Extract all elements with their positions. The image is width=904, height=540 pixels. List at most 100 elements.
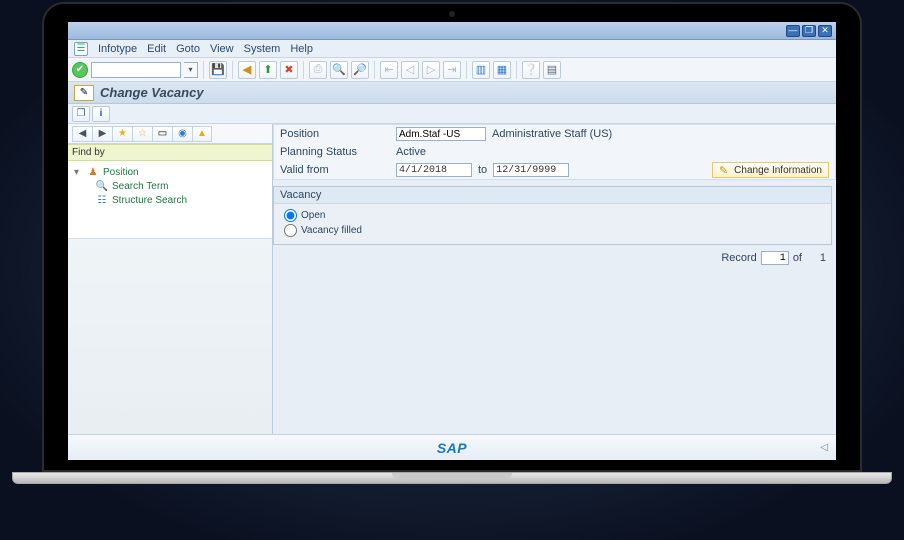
laptop-bezel: — ❐ ✕ ☰ Infotype Edit Goto View System H… <box>42 2 862 472</box>
nav-prev-icon[interactable]: ◀ <box>72 126 92 142</box>
status-handle-icon[interactable]: ◁ <box>820 442 828 453</box>
laptop-base <box>12 472 892 484</box>
enter-icon[interactable]: ✔ <box>72 62 88 78</box>
command-field[interactable] <box>91 62 181 78</box>
change-info-label: Change Information <box>734 165 822 176</box>
help-icon[interactable]: ❔ <box>522 61 540 79</box>
vacancy-title: Vacancy <box>274 187 831 204</box>
first-page-icon[interactable]: ⇤ <box>380 61 398 79</box>
tree-search-term[interactable]: 🔍 Search Term <box>74 179 268 193</box>
radio-filled[interactable]: Vacancy filled <box>284 223 821 238</box>
tree-structure-search[interactable]: ☷ Structure Search <box>74 193 268 207</box>
save-icon[interactable]: 💾 <box>209 61 227 79</box>
favorite-add-icon[interactable]: ☆ <box>132 126 152 142</box>
separator <box>374 61 375 79</box>
menu-view[interactable]: View <box>210 43 234 55</box>
record-current-input[interactable] <box>761 251 789 265</box>
app-window: — ❐ ✕ ☰ Infotype Edit Goto View System H… <box>68 22 836 460</box>
label-valid-from: Valid from <box>280 164 390 176</box>
record-of-label: of <box>793 252 802 264</box>
label-to: to <box>478 164 487 176</box>
status-bar: SAP ◁ <box>68 434 836 460</box>
camera-dot <box>449 11 455 17</box>
page-title-bar: ✎ Change Vacancy <box>68 82 836 104</box>
separator <box>466 61 467 79</box>
collapse-icon[interactable]: ▾ <box>74 167 83 178</box>
menu-edit[interactable]: Edit <box>147 43 166 55</box>
application-toolbar: ❐ i <box>68 104 836 124</box>
new-session-icon[interactable]: ▥ <box>472 61 490 79</box>
row-position: Position Administrative Staff (US) <box>274 125 835 143</box>
menu-list-icon[interactable]: ☰ <box>74 42 88 56</box>
structure-search-icon: ☷ <box>96 194 108 206</box>
find-by-header: Find by <box>68 144 272 161</box>
menu-infotype[interactable]: Infotype <box>98 43 137 55</box>
label-position: Position <box>280 128 390 140</box>
close-button[interactable]: ✕ <box>818 25 832 37</box>
back-icon[interactable]: ◀ <box>238 61 256 79</box>
search-term-icon: 🔍 <box>96 180 108 192</box>
input-position[interactable] <box>396 127 486 141</box>
work-area: ◀ ▶ ★ ☆ ▭ ◉ ▲ Find by ▾ ♟ Position <box>68 124 836 434</box>
change-info-icon: ✎ <box>719 164 728 177</box>
radio-filled-label: Vacancy filled <box>301 225 362 236</box>
tree-root-label: Position <box>103 167 139 178</box>
command-dropdown-icon[interactable]: ▾ <box>184 62 198 78</box>
separator <box>303 61 304 79</box>
print-icon[interactable]: ⎙ <box>309 61 327 79</box>
radio-filled-input[interactable] <box>284 224 297 237</box>
menu-system[interactable]: System <box>244 43 281 55</box>
tree-child-label: Structure Search <box>112 195 187 206</box>
sap-logo: SAP <box>437 440 467 456</box>
header-form: Position Administrative Staff (US) Plann… <box>273 124 836 180</box>
separator <box>203 61 204 79</box>
row-valid: Valid from to ✎ Change Information <box>274 161 835 179</box>
title-bar: — ❐ ✕ <box>68 22 836 40</box>
menu-goto[interactable]: Goto <box>176 43 200 55</box>
next-page-icon[interactable]: ▷ <box>422 61 440 79</box>
find-icon[interactable]: 🔍 <box>330 61 348 79</box>
cancel-icon[interactable]: ✖ <box>280 61 298 79</box>
shortcut-icon[interactable]: ▦ <box>493 61 511 79</box>
vacancy-body: Open Vacancy filled <box>274 204 831 244</box>
exit-icon[interactable]: ⬆ <box>259 61 277 79</box>
page-title: Change Vacancy <box>100 85 204 100</box>
record-total: 1 <box>806 252 826 264</box>
vacancy-groupbox: Vacancy Open Vacancy filled <box>273 186 832 245</box>
last-page-icon[interactable]: ⇥ <box>443 61 461 79</box>
minimize-button[interactable]: — <box>786 25 800 37</box>
label-planning-status: Planning Status <box>280 146 390 158</box>
left-empty-area <box>68 239 272 434</box>
folder-icon[interactable]: ▭ <box>152 126 172 142</box>
position-icon: ♟ <box>87 166 99 178</box>
prev-page-icon[interactable]: ◁ <box>401 61 419 79</box>
copy-icon[interactable]: ❐ <box>72 106 90 122</box>
favorite-icon[interactable]: ★ <box>112 126 132 142</box>
radio-open[interactable]: Open <box>284 208 821 223</box>
layout-icon[interactable]: ▤ <box>543 61 561 79</box>
separator <box>232 61 233 79</box>
input-valid-from[interactable] <box>396 163 472 177</box>
content-panel: Position Administrative Staff (US) Plann… <box>273 124 836 434</box>
record-label: Record <box>721 252 756 264</box>
row-planning-status: Planning Status Active <box>274 143 835 161</box>
menu-help[interactable]: Help <box>290 43 313 55</box>
nav-toolbar: ◀ ▶ ★ ☆ ▭ ◉ ▲ <box>68 124 272 144</box>
position-description: Administrative Staff (US) <box>492 128 612 140</box>
nav-next-icon[interactable]: ▶ <box>92 126 112 142</box>
tree-icon[interactable]: ◉ <box>172 126 192 142</box>
menu-bar: ☰ Infotype Edit Goto View System Help <box>68 40 836 58</box>
tree-root-position[interactable]: ▾ ♟ Position <box>74 165 268 179</box>
radio-open-input[interactable] <box>284 209 297 222</box>
object-tree: ▾ ♟ Position 🔍 Search Term ☷ Structure S… <box>68 161 272 239</box>
input-valid-to[interactable] <box>493 163 569 177</box>
find-next-icon[interactable]: 🔎 <box>351 61 369 79</box>
standard-toolbar: ✔ ▾ 💾 ◀ ⬆ ✖ ⎙ 🔍 🔎 ⇤ ◁ ▷ ⇥ ▥ ▦ <box>68 58 836 82</box>
change-information-button[interactable]: ✎ Change Information <box>712 162 829 178</box>
value-planning-status: Active <box>396 146 426 158</box>
laptop-mockup: — ❐ ✕ ☰ Infotype Edit Goto View System H… <box>42 2 862 498</box>
separator <box>516 61 517 79</box>
info-icon[interactable]: i <box>92 106 110 122</box>
restore-button[interactable]: ❐ <box>802 25 816 37</box>
hierarchy-icon[interactable]: ▲ <box>192 126 212 142</box>
